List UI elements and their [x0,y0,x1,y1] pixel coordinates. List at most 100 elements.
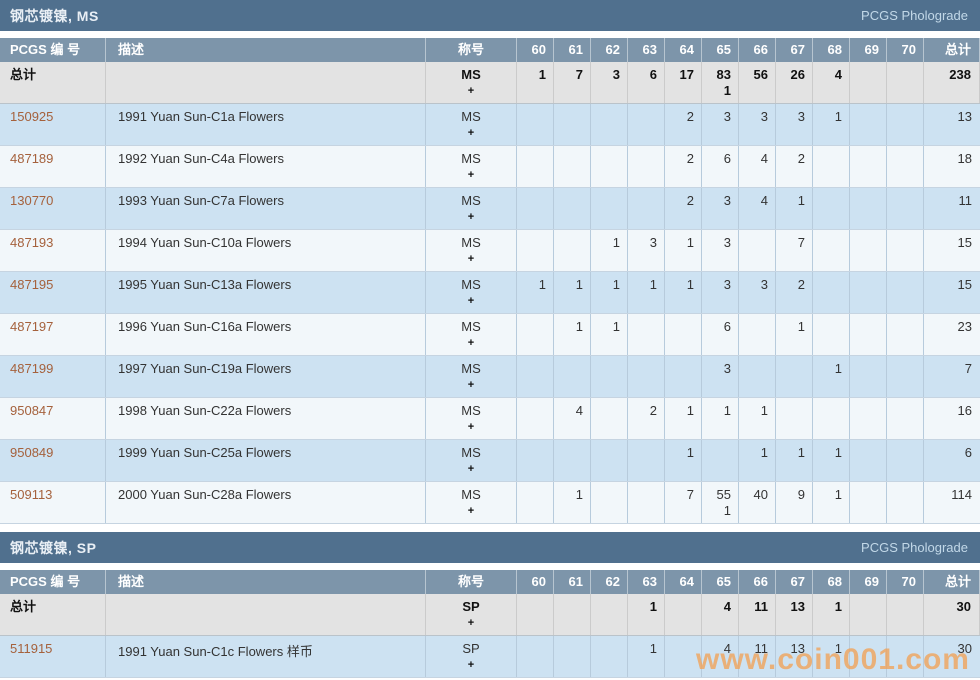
grade-cell-61: 1 [554,314,591,355]
plus-count [517,293,546,309]
grade-count: 2 [797,277,805,292]
grade-count: 1 [612,277,620,292]
grade-count: 1 [649,641,657,656]
grade-count: 11 [754,641,769,656]
plus-designation-label: + [467,617,475,629]
plus-count [813,209,842,225]
row-total-cell: 15 [924,230,980,271]
grade-count [887,277,916,293]
grade-cell-65: 4 [702,636,739,677]
total-count: 16 [957,403,972,418]
grade-cell-61 [554,104,591,145]
plus-count [776,209,805,225]
grade-cell-61 [554,636,591,677]
grade-count: 1 [760,403,768,418]
grade-cell-66: 56 [739,62,776,103]
grade-count: 17 [679,67,694,82]
designation-label: MS [461,403,481,418]
grade-cell-67: 1 [776,188,813,229]
plus-count [628,377,657,393]
grade-cell-67: 13 [776,594,813,635]
plus-count [665,167,694,183]
grade-count: 3 [797,109,805,124]
grade-cell-66 [739,230,776,271]
plus-count [554,461,583,477]
plus-count [591,615,620,631]
coin-description [106,62,426,103]
grade-cell-70 [887,440,924,481]
table-row: 509113 2000 Yuan Sun-C28a Flowers MS +1 7 55 1… [0,482,980,524]
grade-count [850,403,879,419]
grade-cell-64 [665,314,702,355]
grade-cell-65: 83 1 [702,62,739,103]
grade-cell-69 [850,398,887,439]
plus-count [665,615,694,631]
plus-count [776,615,805,631]
col-header-grade-62: 62 [591,38,628,62]
grade-count: 1 [834,109,842,124]
grade-count [665,319,694,335]
row-total-cell: 30 [924,636,980,677]
plus-count [887,251,916,267]
plus-designation-label: + [467,295,475,307]
plus-count [813,167,842,183]
grade-cell-64 [665,594,702,635]
pcgs-number-link[interactable]: 487199 [10,361,54,376]
grade-count: 1 [834,487,842,502]
grade-cell-69 [850,146,887,187]
grade-count [628,361,657,377]
pcgs-number-cell: 511915 [0,636,106,677]
grade-cell-70 [887,62,924,103]
grade-count [813,403,842,419]
plus-count [813,125,842,141]
grade-cell-67: 26 [776,62,813,103]
grade-cell-70 [887,594,924,635]
grade-cell-64: 2 [665,188,702,229]
plus-count [813,419,842,435]
pcgs-number-link[interactable]: 150925 [10,109,54,124]
grade-cell-69 [850,230,887,271]
grade-cell-68 [813,398,850,439]
grade-count [887,445,916,461]
grade-cell-66: 1 [739,440,776,481]
pcgs-number-link[interactable]: 487197 [10,319,54,334]
grade-count: 1 [686,445,694,460]
plus-count [517,125,546,141]
plus-count [702,657,731,673]
grade-count: 1 [686,235,694,250]
row-total-cell: 238 [924,62,980,103]
plus-count [739,167,768,183]
table-row: 150925 1991 Yuan Sun-C1a Flowers MS +2 3 3 3 1 1… [0,104,980,146]
pcgs-number-link[interactable]: 487189 [10,151,54,166]
plus-count [776,419,805,435]
plus-count [591,461,620,477]
row-total-cell: 16 [924,398,980,439]
plus-count [665,503,694,519]
pcgs-number-link[interactable]: 509113 [10,487,53,502]
grade-cell-65: 1 [702,398,739,439]
grade-count [887,109,916,125]
pcgs-number-link[interactable]: 487193 [10,235,54,250]
pcgs-number-link[interactable]: 950849 [10,445,54,460]
pcgs-number-link[interactable]: 487195 [10,277,54,292]
pcgs-number-link[interactable]: 511915 [10,641,53,656]
designation-label: MS [461,193,481,208]
grade-count: 1 [834,599,842,614]
grade-cell-60: 1 [517,62,554,103]
pcgs-number-link[interactable]: 130770 [10,193,54,208]
section-ms: 钢芯镀镍, MS PCGS Pholograde PCGS 编 号描述 称号 60 61 6… [0,0,980,524]
grade-cell-64: 2 [665,104,702,145]
grade-count: 3 [649,235,657,250]
grade-cell-65: 3 [702,272,739,313]
plus-count [554,167,583,183]
grade-count [776,361,805,377]
grade-cell-69 [850,482,887,523]
grade-count: 1 [575,487,583,502]
row-total-cell: 23 [924,314,980,355]
grade-cell-64: 1 [665,440,702,481]
plus-count [591,419,620,435]
grade-count [591,445,620,461]
pcgs-number-link[interactable]: 950847 [10,403,54,418]
plus-count [776,461,805,477]
plus-count [517,657,546,673]
